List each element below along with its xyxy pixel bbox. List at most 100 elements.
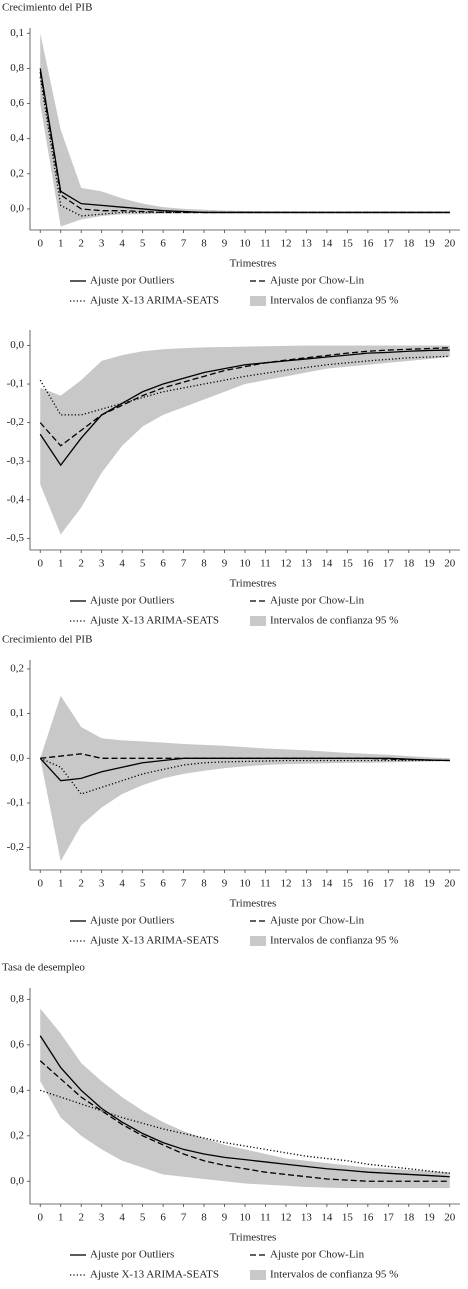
x-tick-label: 11 — [260, 238, 271, 250]
x-tick-label: 14 — [321, 238, 333, 250]
x-tick-label: 6 — [160, 878, 166, 890]
x-tick-label: 14 — [321, 558, 333, 570]
x-tick-label: 12 — [280, 878, 291, 890]
series-line — [40, 753, 450, 762]
legend-swatch — [250, 296, 266, 306]
x-tick-label: 2 — [78, 878, 84, 890]
legend-label: Ajuste por Outliers — [90, 915, 174, 927]
x-tick-label: 8 — [201, 878, 207, 890]
y-tick-label: 0,1 — [10, 707, 24, 719]
x-tick-label: 13 — [301, 878, 313, 890]
y-tick-label: 0,6 — [10, 97, 24, 109]
x-tick-label: 19 — [424, 1212, 436, 1224]
confidence-band — [40, 695, 450, 862]
x-tick-label: 15 — [342, 558, 354, 570]
series-line — [39, 757, 450, 795]
legend-swatch — [250, 616, 266, 626]
x-tick-label: 15 — [342, 1212, 354, 1224]
x-tick-label: 6 — [160, 238, 166, 250]
x-tick-label: 16 — [362, 878, 374, 890]
y-tick-label: 0,2 — [10, 1129, 24, 1141]
x-tick-label: 1 — [58, 238, 64, 250]
series-line — [39, 355, 450, 416]
x-tick-label: 8 — [201, 1212, 207, 1224]
x-axis-label: Trimestres — [230, 258, 277, 270]
x-tick-label: 20 — [444, 1212, 456, 1224]
legend-label: Intervalos de confianza 95 % — [270, 935, 398, 947]
x-tick-label: 5 — [140, 558, 146, 570]
series-line — [39, 68, 450, 214]
confidence-band — [40, 33, 450, 227]
y-tick-label: 0,8 — [10, 993, 24, 1005]
y-tick-label: -0,2 — [7, 416, 24, 428]
x-tick-label: 10 — [240, 558, 252, 570]
x-tick-label: 9 — [222, 1212, 228, 1224]
x-tick-label: 18 — [403, 558, 415, 570]
chart-title: Crecimiento del PIB — [2, 2, 92, 14]
x-tick-label: 15 — [342, 878, 354, 890]
x-tick-label: 7 — [181, 238, 187, 250]
legend-label: Ajuste por Chow-Lin — [270, 1249, 365, 1261]
x-tick-label: 4 — [119, 558, 125, 570]
x-tick-label: 20 — [444, 558, 456, 570]
x-tick-label: 18 — [403, 878, 415, 890]
x-tick-label: 5 — [140, 1212, 146, 1224]
x-tick-label: 16 — [362, 558, 374, 570]
y-tick-label: 0,0 — [10, 202, 24, 214]
y-tick-label: -0,1 — [7, 378, 24, 390]
legend-label: Ajuste por Outliers — [90, 275, 174, 287]
x-tick-label: 7 — [181, 1212, 187, 1224]
y-tick-label: -0,5 — [7, 532, 25, 544]
x-tick-label: 19 — [424, 238, 436, 250]
x-tick-label: 17 — [383, 558, 395, 570]
x-tick-label: 9 — [222, 878, 228, 890]
series-line — [40, 1089, 450, 1174]
x-tick-label: 4 — [119, 878, 125, 890]
x-tick-label: 10 — [240, 878, 252, 890]
x-tick-label: 11 — [260, 878, 271, 890]
x-tick-label: 3 — [99, 1212, 105, 1224]
x-tick-label: 5 — [140, 238, 146, 250]
x-tick-label: 12 — [280, 238, 291, 250]
x-tick-label: 19 — [424, 558, 436, 570]
x-tick-label: 8 — [201, 238, 207, 250]
x-tick-label: 1 — [58, 558, 64, 570]
x-tick-label: 0 — [37, 558, 43, 570]
x-tick-label: 16 — [362, 1212, 374, 1224]
y-tick-label: 0,8 — [10, 62, 24, 74]
y-tick-label: -0,2 — [7, 841, 24, 853]
legend-label: Ajuste por Outliers — [90, 595, 174, 607]
x-tick-label: 0 — [37, 238, 43, 250]
confidence-band — [40, 1008, 450, 1189]
legend-label: Intervalos de confianza 95 % — [270, 1269, 398, 1281]
legend-label: Intervalos de confianza 95 % — [270, 615, 398, 627]
y-tick-label: 0,0 — [10, 1175, 24, 1187]
x-tick-label: 6 — [160, 558, 166, 570]
y-tick-label: 0,2 — [10, 662, 24, 674]
y-tick-label: 0,0 — [10, 752, 24, 764]
x-tick-label: 9 — [222, 558, 228, 570]
x-tick-label: 3 — [99, 558, 105, 570]
x-tick-label: 8 — [201, 558, 207, 570]
x-tick-label: 10 — [240, 238, 252, 250]
x-tick-label: 17 — [383, 878, 395, 890]
chart-title: Tasa de desempleo — [2, 962, 85, 974]
x-tick-label: 2 — [78, 1212, 84, 1224]
x-tick-label: 18 — [403, 238, 415, 250]
series-line — [39, 77, 450, 217]
x-axis-label: Trimestres — [230, 578, 277, 590]
x-tick-label: 17 — [383, 1212, 395, 1224]
legend-label: Ajuste por Chow-Lin — [270, 275, 365, 287]
x-tick-label: 15 — [342, 238, 354, 250]
x-tick-label: 1 — [58, 878, 64, 890]
x-tick-label: 14 — [321, 878, 333, 890]
legend-label: Ajuste por Chow-Lin — [270, 595, 365, 607]
legend-label: Ajuste por Chow-Lin — [270, 915, 365, 927]
x-tick-label: 13 — [301, 1212, 313, 1224]
chart-title: Crecimiento del PIB — [2, 634, 92, 646]
y-tick-label: -0,4 — [7, 493, 25, 505]
x-tick-label: 2 — [78, 558, 84, 570]
x-tick-label: 12 — [280, 558, 291, 570]
legend-swatch — [250, 1270, 266, 1280]
series-line — [39, 757, 450, 782]
